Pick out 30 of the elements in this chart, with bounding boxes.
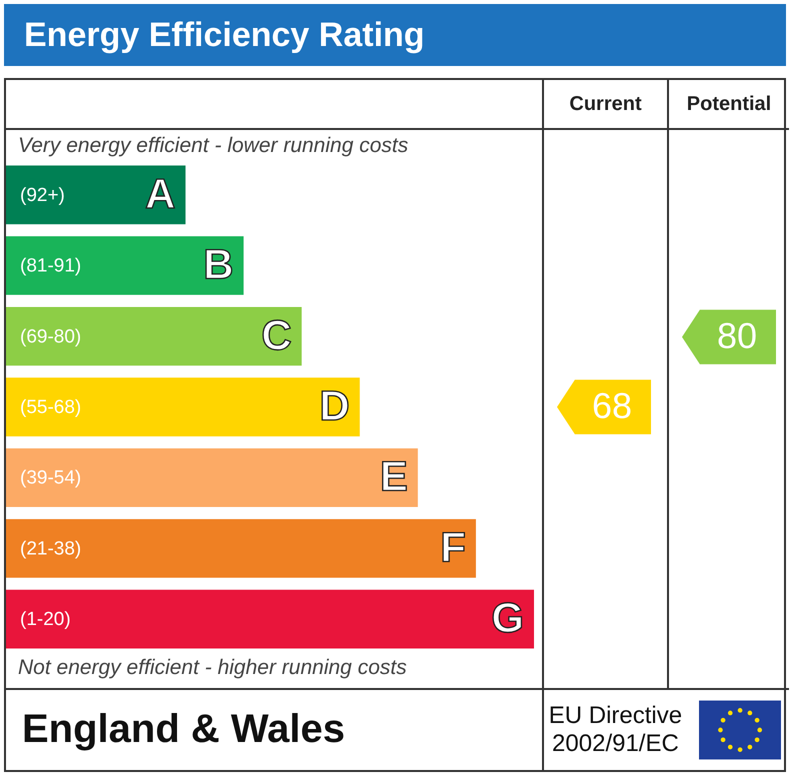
y-tick-label: B xyxy=(203,240,234,288)
y-tick-label: F xyxy=(440,523,466,570)
bar xyxy=(6,306,302,366)
bar xyxy=(6,378,360,436)
bar xyxy=(6,519,476,578)
bar xyxy=(6,448,418,508)
annotation: (1-20) xyxy=(20,609,71,630)
bar xyxy=(6,166,186,224)
annotation: (81-91) xyxy=(20,256,82,277)
y-tick-label: C xyxy=(261,311,292,358)
y-tick-label: G xyxy=(491,594,524,642)
text: 68 xyxy=(592,385,632,426)
annotation: (39-54) xyxy=(20,468,82,489)
y-tick-label: E xyxy=(380,452,408,500)
annotation: (92+) xyxy=(20,184,65,206)
annotation: (55-68) xyxy=(20,397,82,418)
text: Current xyxy=(544,80,669,130)
y-tick-label: D xyxy=(319,382,350,429)
y-tick-label: A xyxy=(145,170,176,217)
text: EU Directive 2002/91/EC xyxy=(548,702,684,758)
text: Potential xyxy=(669,80,789,130)
annotation: (21-38) xyxy=(20,538,82,560)
text: 80 xyxy=(716,315,758,356)
text: Not energy efficient - higher running costs xyxy=(17,655,408,681)
annotation: (69-80) xyxy=(20,326,82,348)
text: England & Wales xyxy=(6,690,544,770)
bar xyxy=(6,590,534,648)
bar xyxy=(6,236,244,295)
chart-title: Energy Efficiency Rating xyxy=(4,4,786,66)
text: Very energy efficient - lower running costs xyxy=(17,133,410,159)
